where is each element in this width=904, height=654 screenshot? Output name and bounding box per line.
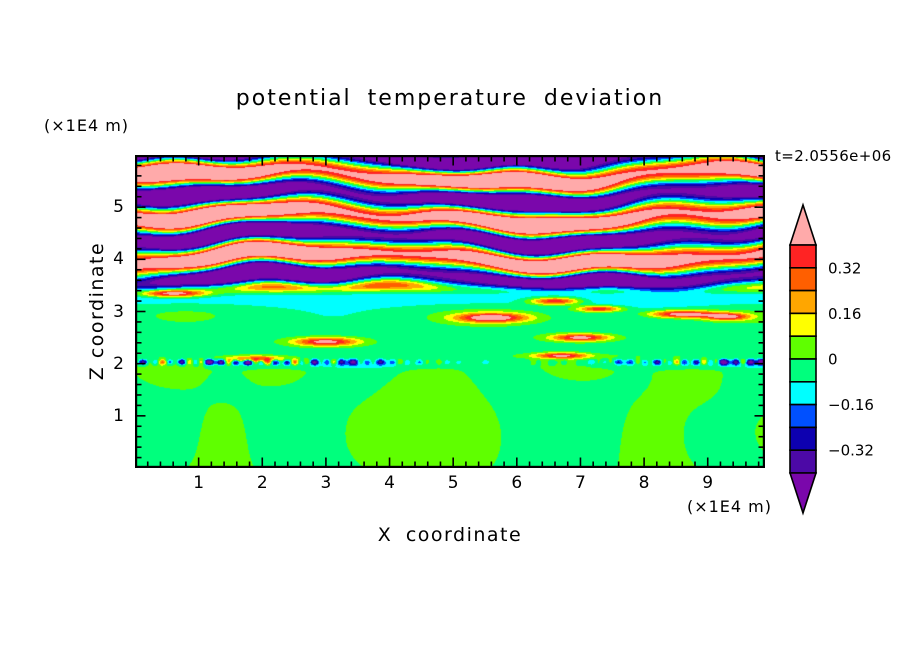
colorbar-block (789, 267, 817, 292)
colorbar-block (789, 312, 817, 338)
x-tick-label: 2 (256, 473, 268, 493)
colorbar-tick-label: 0.16 (828, 305, 861, 323)
x-tick-label: 1 (193, 473, 205, 493)
y-tick-label: 4 (113, 249, 124, 270)
x-tick-label: 3 (320, 473, 332, 493)
x-tick-label: 5 (447, 473, 459, 493)
colorbar-block (789, 426, 817, 451)
colorbar-block (789, 358, 817, 383)
plot-title: potential temperature deviation (235, 86, 665, 111)
colorbar-block (789, 289, 817, 315)
x-axis-units-label: (×1E4 m) (686, 497, 772, 516)
x-axis-title: X coordinate (377, 524, 523, 546)
colorbar-arrow-over (788, 202, 818, 246)
y-tick-label: 2 (113, 353, 124, 374)
x-tick-label: 4 (384, 473, 395, 493)
x-tick-label: 8 (638, 473, 650, 493)
y-axis-title: Z coordinate (86, 241, 108, 381)
contour-plot-area (135, 155, 765, 468)
x-tick-label: 6 (511, 473, 523, 493)
colorbar-block (789, 244, 817, 269)
contour-field-canvas (135, 155, 765, 468)
y-tick-label: 1 (113, 405, 124, 426)
x-tick-label: 9 (702, 473, 714, 493)
colorbar-arrow-under (788, 472, 818, 516)
time-annotation: t=2.0556e+06 (775, 147, 892, 165)
colorbar-tick-label: 0 (828, 351, 838, 369)
colorbar-tick-label: −0.32 (828, 442, 874, 460)
x-tick-label: 7 (575, 473, 586, 493)
y-tick-label: 3 (113, 301, 124, 322)
colorbar-block (789, 403, 817, 429)
colorbar-block (789, 335, 817, 360)
y-axis-units-label: (×1E4 m) (44, 116, 130, 135)
colorbar-tick-label: 0.32 (828, 259, 861, 277)
colorbar-block (789, 381, 817, 406)
axes-frame-and-ticks (135, 155, 765, 468)
colorbar-block (789, 449, 817, 474)
y-tick-label: 5 (113, 197, 124, 218)
colorbar-tick-label: −0.16 (828, 396, 874, 414)
colorbar: 0.32 0.16 0 −0.16 −0.32 (788, 202, 874, 516)
